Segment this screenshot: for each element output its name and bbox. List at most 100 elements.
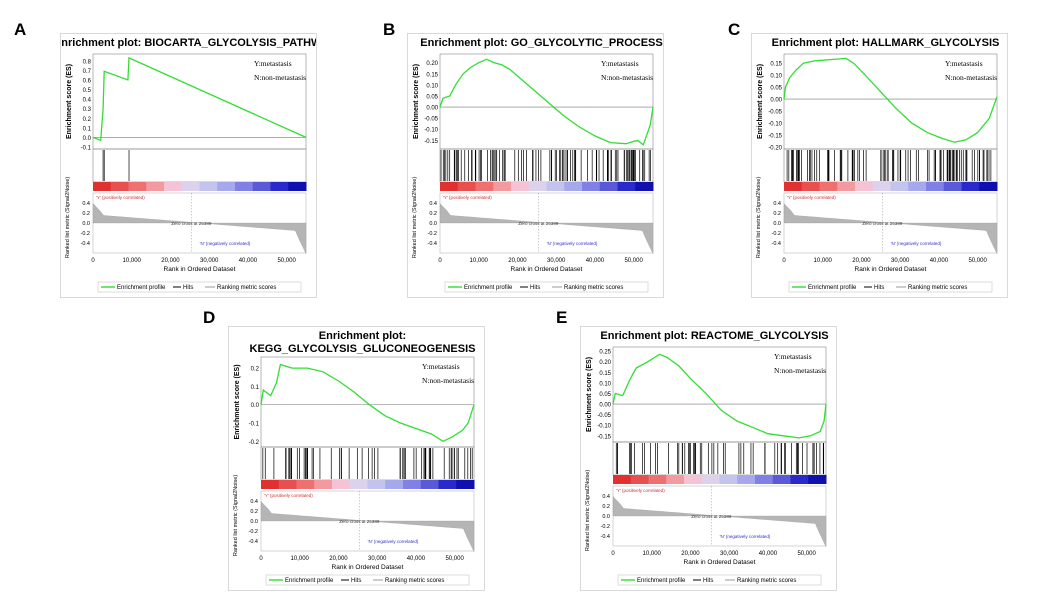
x-tick-label: 10,000 (291, 556, 310, 562)
plot-title: Enrichment plot: GO_GLYCOLYTIC_PROCESS (420, 37, 662, 49)
x-tick-label: 30,000 (547, 258, 566, 264)
zero-cross-label: Zero cross at 25389 (518, 221, 559, 226)
es-tick-label: -0.10 (424, 128, 438, 134)
legend-ranking-metric: Ranking metric scores (908, 285, 967, 291)
metric-tick-label: -0.4 (601, 534, 610, 540)
panel-letter: D (203, 308, 216, 327)
es-tick-label: 0.15 (599, 371, 611, 377)
x-tick-label: 50,000 (445, 556, 464, 562)
metric-axis-label: Ranked list metric (Signal2Noise) (412, 177, 418, 258)
gsea-panel-d: Enrichment plot: KEGG_GLYCOLYSIS_GLUCONEO… (228, 326, 485, 591)
x-axis-label: Rank in Ordered Dataset (684, 559, 756, 566)
x-tick-label: 20,000 (161, 258, 180, 264)
negatively-correlated-label: 'N' (negatively correlated) (200, 241, 251, 246)
positively-correlated-label: 'Y' (positively correlated) (96, 195, 145, 200)
plot-title: KEGG_GLYCOLYSIS_GLUCONEOGENESIS (250, 343, 476, 355)
es-tick-label: 0.00 (426, 106, 438, 112)
es-tick-label: 0.00 (770, 98, 782, 104)
metric-tick-label: -0.2 (772, 231, 781, 237)
plot-title: Enrichment plot: BIOCARTA_GLYCOLYSIS_PAT… (61, 37, 316, 49)
es-tick-label: 0.2 (83, 117, 92, 123)
ranking-metric-area (612, 496, 827, 547)
metric-tick-label: -0.2 (81, 231, 90, 237)
x-tick-label: 30,000 (891, 258, 910, 264)
x-tick-label: 10,000 (643, 551, 662, 557)
legend-hits: Hits (351, 578, 361, 584)
metric-axis-label: Ranked list metric (Signal2Noise) (756, 177, 762, 258)
x-tick-label: 30,000 (720, 551, 739, 557)
panel-letter: B (383, 20, 396, 39)
metric-tick-label: 0.4 (773, 201, 781, 207)
plot-title: Enrichment plot: REACTOME_GLYCOLYSIS (600, 330, 828, 342)
es-tick-label: -0.15 (768, 134, 782, 140)
ranking-metric-area (92, 203, 307, 254)
es-tick-label: 0.8 (83, 59, 92, 65)
es-tick-label: 0.6 (83, 78, 92, 84)
x-tick-label: 0 (611, 551, 615, 557)
metric-axis-label: Ranked list metric (Signal2Noise) (65, 177, 71, 258)
es-tick-label: -0.15 (597, 434, 611, 440)
group-label-y: Y:metastasis (945, 59, 983, 68)
es-tick-label: 0.0 (251, 403, 260, 409)
group-label-n: N:non-metastasis (945, 73, 997, 82)
legend-hits: Hits (183, 285, 193, 291)
es-tick-label: 0.5 (83, 88, 92, 94)
positively-correlated-label: 'Y' (positively correlated) (616, 488, 665, 493)
es-tick-label: 0.05 (426, 94, 438, 100)
es-tick-label: 0.7 (83, 69, 92, 75)
es-tick-label: -0.1 (249, 422, 260, 428)
x-tick-label: 40,000 (407, 556, 426, 562)
es-tick-label: -0.10 (768, 122, 782, 128)
enrichment-profile-line (612, 353, 827, 439)
x-axis-label: Rank in Ordered Dataset (855, 266, 927, 273)
metric-tick-label: 0.4 (82, 201, 90, 207)
metric-tick-label: -0.4 (428, 241, 437, 247)
es-tick-label: 0.05 (599, 392, 611, 398)
x-tick-label: 20,000 (852, 258, 871, 264)
es-tick-label: 0.4 (83, 98, 92, 104)
x-tick-label: 20,000 (508, 258, 527, 264)
x-tick-label: 0 (259, 556, 263, 562)
es-tick-label: -0.05 (597, 413, 611, 419)
x-tick-label: 30,000 (368, 556, 387, 562)
group-label-y: Y:metastasis (422, 362, 460, 371)
es-axis-label: Enrichment score (ES) (66, 64, 73, 139)
legend-hits: Hits (703, 578, 713, 584)
es-tick-label: 0.10 (770, 74, 782, 80)
x-tick-label: 20,000 (681, 551, 700, 557)
negatively-correlated-label: 'N' (negatively correlated) (891, 241, 942, 246)
legend-enrichment-profile: Enrichment profile (808, 285, 857, 291)
es-axis-label: Enrichment score (ES) (586, 357, 593, 432)
es-tick-label: -0.10 (597, 424, 611, 430)
es-tick-label: 0.00 (599, 403, 611, 409)
metric-tick-label: 0.2 (250, 509, 258, 515)
x-tick-label: 40,000 (586, 258, 605, 264)
group-label-n: N:non-metastasis (254, 73, 306, 82)
x-tick-label: 0 (438, 258, 442, 264)
legend-ranking-metric: Ranking metric scores (564, 285, 623, 291)
metric-tick-label: 0.2 (429, 211, 437, 217)
positively-correlated-label: 'Y' (positively correlated) (443, 195, 492, 200)
group-label-y: Y:metastasis (254, 59, 292, 68)
metric-tick-label: 0.2 (602, 504, 610, 510)
x-tick-label: 20,000 (329, 556, 348, 562)
x-axis-label: Rank in Ordered Dataset (332, 564, 404, 571)
metric-tick-label: 0.2 (773, 211, 781, 217)
zero-cross-label: Zero cross at 25389 (862, 221, 903, 226)
es-tick-label: -0.05 (424, 117, 438, 123)
legend-enrichment-profile: Enrichment profile (117, 285, 166, 291)
group-label-n: N:non-metastasis (774, 366, 826, 375)
metric-tick-label: 0.2 (82, 211, 90, 217)
legend-hits: Hits (874, 285, 884, 291)
ranking-metric-area (439, 203, 654, 254)
es-tick-label: -0.20 (768, 146, 782, 152)
metric-tick-label: 0.4 (250, 499, 258, 505)
x-tick-label: 10,000 (123, 258, 142, 264)
zero-cross-label: Zero cross at 25389 (339, 519, 380, 524)
es-tick-label: 0.10 (599, 381, 611, 387)
es-tick-label: 0.20 (599, 360, 611, 366)
x-tick-label: 40,000 (239, 258, 258, 264)
metric-tick-label: -0.2 (249, 529, 258, 535)
metric-tick-label: -0.2 (428, 231, 437, 237)
es-tick-label: 0.15 (426, 72, 438, 78)
